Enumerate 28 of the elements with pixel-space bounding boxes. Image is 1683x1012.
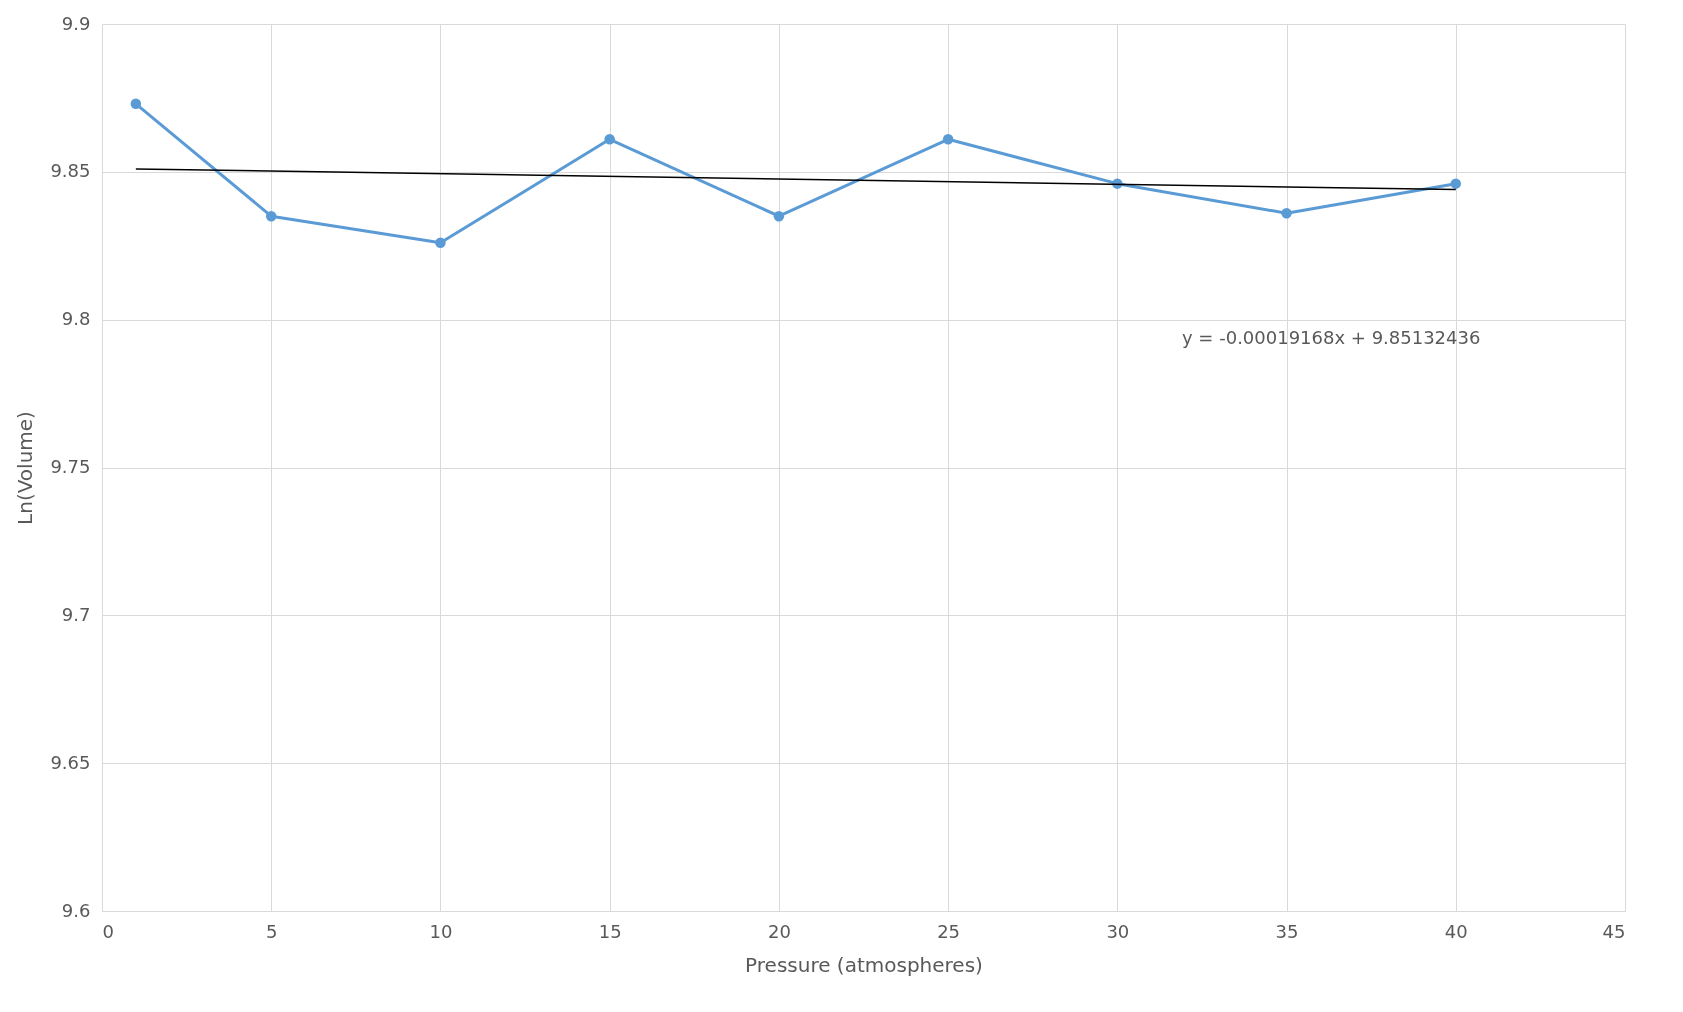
x-tick-label: 25: [937, 920, 961, 942]
point: [1281, 207, 1292, 219]
x-tick-label: 30: [1106, 920, 1130, 942]
y-axis-title: Ln(Volume): [13, 411, 38, 525]
y-tick-label: 9.8: [61, 308, 91, 330]
point: [265, 210, 277, 222]
x-axis-title: Pressure (atmospheres): [745, 952, 983, 977]
x-tick-label: 10: [429, 920, 453, 942]
x-tick-label: 15: [598, 920, 622, 942]
point: [1450, 178, 1462, 189]
x-tick-label: 35: [1275, 920, 1299, 942]
x-tick-label: 40: [1444, 920, 1468, 942]
point: [773, 210, 785, 222]
x-tick-label: 45: [1602, 920, 1626, 942]
x-tick-label: 0: [102, 920, 114, 942]
y-tick-label: 9.75: [50, 456, 91, 477]
y-tick-label: 9.6: [61, 899, 91, 921]
y-tick-label: 9.9: [61, 12, 91, 34]
annotation: y = -0.00019168x + 9.85132436: [1182, 327, 1481, 348]
x-tick-label: 20: [767, 920, 791, 942]
y-tick-label: 9.7: [61, 603, 91, 625]
x-tick-label: 5: [266, 920, 278, 942]
point: [130, 98, 142, 110]
point: [942, 134, 954, 145]
y-tick-label: 9.65: [50, 751, 91, 773]
point: [604, 134, 615, 145]
y-tick-label: 9.85: [50, 160, 91, 182]
point: [435, 237, 446, 249]
